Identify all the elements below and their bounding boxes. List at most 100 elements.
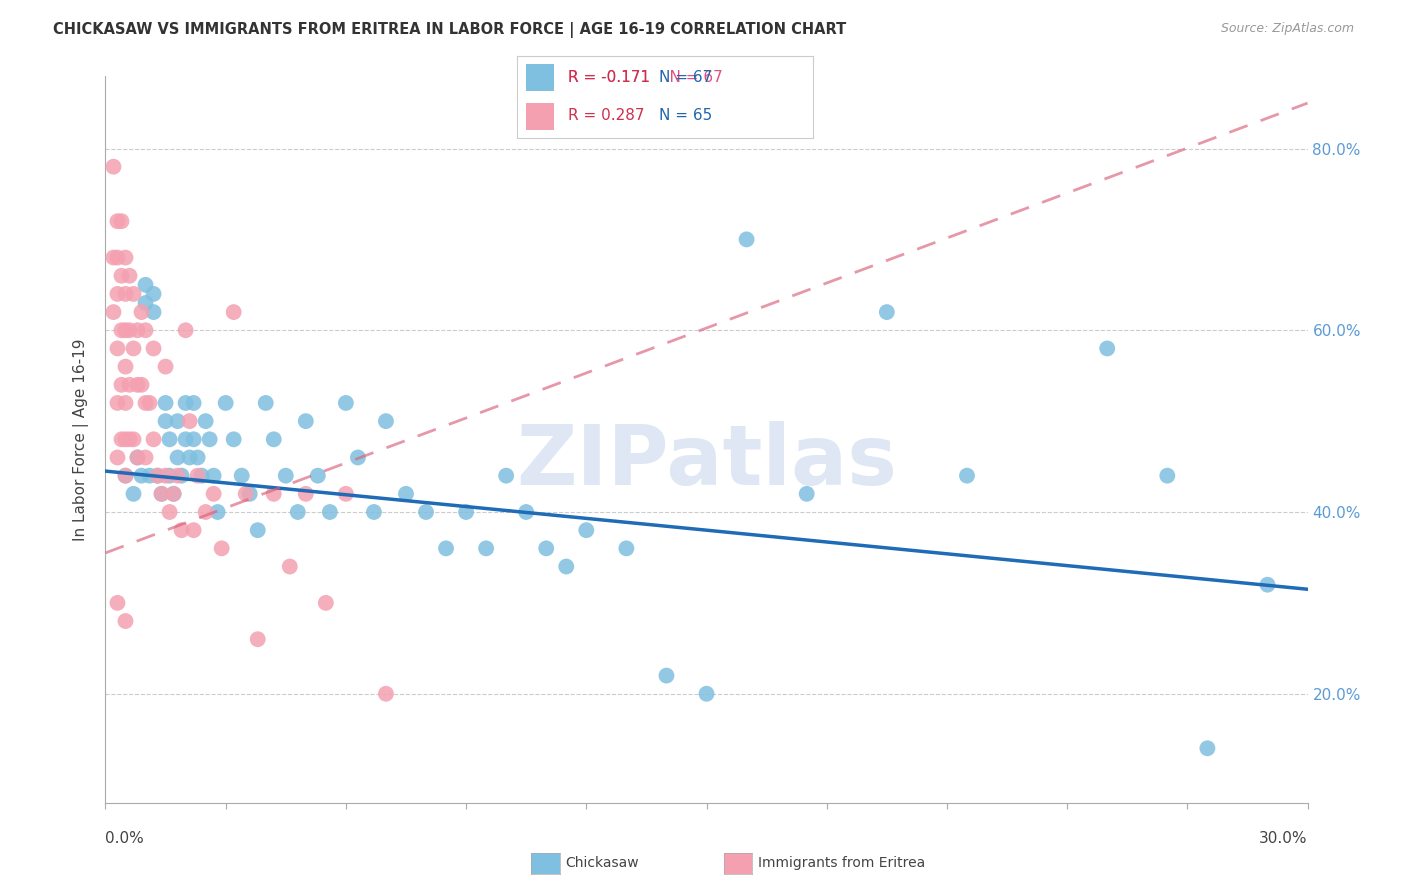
Point — [159, 468, 181, 483]
Point — [495, 468, 517, 483]
Point — [122, 487, 145, 501]
Point — [110, 323, 132, 337]
Point — [616, 541, 638, 556]
Point — [515, 505, 537, 519]
Point — [319, 505, 342, 519]
Point — [107, 342, 129, 356]
Point — [170, 523, 193, 537]
Point — [110, 214, 132, 228]
Point — [131, 305, 153, 319]
Point — [274, 468, 297, 483]
Point — [107, 450, 129, 465]
Text: Source: ZipAtlas.com: Source: ZipAtlas.com — [1220, 22, 1354, 36]
Point — [166, 468, 188, 483]
Point — [254, 396, 277, 410]
Point — [131, 377, 153, 392]
Bar — [526, 64, 554, 92]
Point — [655, 668, 678, 682]
Point — [363, 505, 385, 519]
Point — [194, 505, 217, 519]
Point — [956, 468, 979, 483]
Point — [114, 433, 136, 447]
Point — [110, 433, 132, 447]
Point — [118, 377, 141, 392]
Point — [118, 323, 141, 337]
Point — [114, 323, 136, 337]
Point — [146, 468, 169, 483]
Point — [150, 487, 173, 501]
Point — [155, 414, 177, 428]
Point — [118, 433, 141, 447]
Point — [202, 487, 225, 501]
Point — [415, 505, 437, 519]
Point — [135, 296, 157, 310]
Text: ZIPatlas: ZIPatlas — [516, 421, 897, 501]
Text: N = 67: N = 67 — [659, 70, 713, 86]
Text: Immigrants from Eritrea: Immigrants from Eritrea — [758, 856, 925, 871]
Point — [1097, 342, 1119, 356]
Text: R = -0.171    N = 67: R = -0.171 N = 67 — [568, 70, 723, 86]
Point — [155, 359, 177, 374]
Text: Chickasaw: Chickasaw — [565, 856, 638, 871]
Point — [187, 468, 209, 483]
Point — [135, 450, 157, 465]
Point — [114, 468, 136, 483]
Point — [162, 487, 184, 501]
Point — [735, 232, 758, 246]
Point — [454, 505, 477, 519]
Point — [166, 450, 188, 465]
Point — [162, 487, 184, 501]
Point — [198, 433, 221, 447]
Point — [696, 687, 718, 701]
Point — [263, 433, 285, 447]
Point — [179, 414, 201, 428]
Text: 0.0%: 0.0% — [105, 831, 145, 846]
Point — [183, 433, 205, 447]
Point — [170, 468, 193, 483]
Point — [114, 396, 136, 410]
Y-axis label: In Labor Force | Age 16-19: In Labor Force | Age 16-19 — [73, 338, 90, 541]
Point — [114, 251, 136, 265]
Point — [475, 541, 498, 556]
Point — [110, 268, 132, 283]
Point — [555, 559, 578, 574]
Text: R = -0.171: R = -0.171 — [568, 70, 650, 86]
Point — [295, 414, 318, 428]
Point — [142, 287, 165, 301]
Point — [103, 305, 125, 319]
Point — [222, 433, 245, 447]
Point — [103, 251, 125, 265]
Point — [127, 450, 149, 465]
Point — [235, 487, 257, 501]
Point — [239, 487, 262, 501]
Point — [179, 450, 201, 465]
Point — [114, 614, 136, 628]
Point — [138, 468, 160, 483]
Point — [374, 414, 398, 428]
Point — [114, 468, 136, 483]
Point — [287, 505, 309, 519]
Point — [575, 523, 598, 537]
Point — [122, 433, 145, 447]
Point — [183, 396, 205, 410]
Point — [347, 450, 370, 465]
Text: 30.0%: 30.0% — [1260, 831, 1308, 846]
Point — [138, 396, 160, 410]
Point — [231, 468, 253, 483]
Point — [166, 414, 188, 428]
Point — [114, 287, 136, 301]
Point — [1156, 468, 1178, 483]
Point — [107, 214, 129, 228]
Point — [187, 450, 209, 465]
Point — [135, 277, 157, 292]
Point — [395, 487, 418, 501]
Point — [202, 468, 225, 483]
Point — [142, 305, 165, 319]
Point — [295, 487, 318, 501]
Text: CHICKASAW VS IMMIGRANTS FROM ERITREA IN LABOR FORCE | AGE 16-19 CORRELATION CHAR: CHICKASAW VS IMMIGRANTS FROM ERITREA IN … — [53, 22, 846, 38]
Point — [114, 359, 136, 374]
Bar — [526, 103, 554, 130]
Point — [214, 396, 236, 410]
Point — [174, 396, 197, 410]
Point — [103, 160, 125, 174]
